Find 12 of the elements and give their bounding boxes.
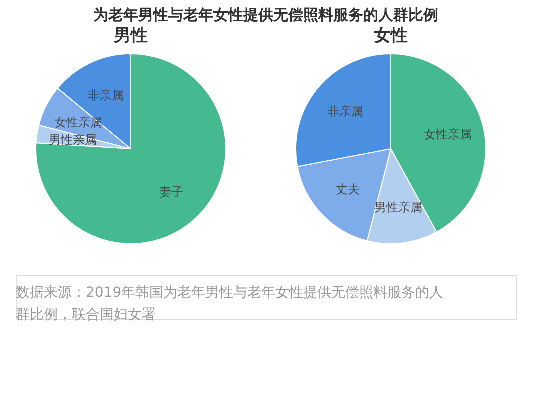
pie-slice bbox=[36, 54, 226, 244]
slice-label: 女性亲属 bbox=[424, 127, 472, 142]
slice-label: 男性亲属 bbox=[374, 200, 422, 214]
source-note: 数据来源：2019年韩国为老年男性与老年女性提供无偿照料服务的人群比例，联合国妇女署 bbox=[16, 285, 444, 323]
slice-label: 丈夫 bbox=[336, 182, 360, 196]
slice-label: 男性亲属 bbox=[48, 132, 97, 147]
text: 为老年男性与老年女性提供无偿照料服务的人群比例 bbox=[94, 6, 438, 24]
slice-label: 非亲属 bbox=[328, 104, 364, 118]
slice-label: 妻子 bbox=[159, 184, 184, 199]
chart-title: 女性 bbox=[373, 26, 408, 46]
slice-label: 非亲属 bbox=[88, 88, 124, 103]
chart-title: 男性 bbox=[113, 26, 148, 46]
